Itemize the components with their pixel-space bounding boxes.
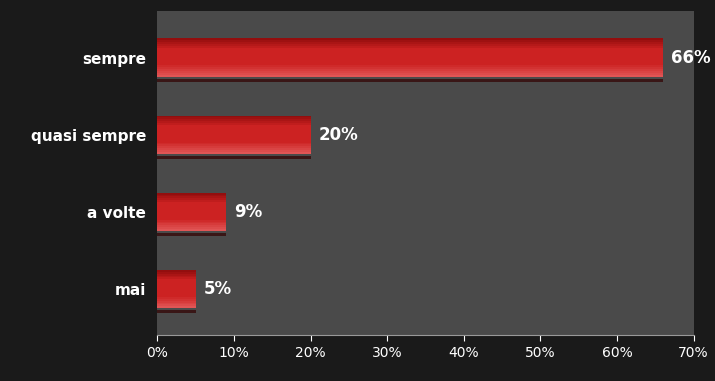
Bar	[157, 144, 310, 146]
Bar	[157, 38, 663, 40]
Bar	[157, 289, 196, 291]
Bar	[157, 216, 226, 218]
Bar	[157, 212, 226, 214]
Bar	[157, 133, 310, 135]
Bar	[157, 204, 226, 206]
Bar	[157, 62, 663, 64]
Bar	[157, 59, 663, 62]
Bar	[157, 42, 663, 44]
Bar	[157, 277, 196, 279]
Bar	[157, 283, 196, 285]
Bar	[157, 221, 226, 224]
Bar	[157, 127, 310, 129]
Bar	[157, 224, 226, 226]
Bar	[157, 148, 310, 150]
Bar	[157, 152, 310, 154]
Bar	[157, 226, 226, 227]
Bar	[157, 299, 196, 301]
Bar	[157, 208, 226, 210]
Bar	[157, 44, 663, 46]
Bar	[157, 123, 310, 125]
Bar	[157, 141, 310, 142]
Bar	[157, 155, 310, 159]
Bar	[157, 71, 663, 73]
Bar	[157, 58, 663, 59]
Bar	[157, 199, 226, 200]
Bar	[157, 195, 226, 197]
Bar	[157, 304, 196, 306]
Bar	[157, 272, 196, 274]
Bar	[157, 301, 196, 303]
Bar	[157, 197, 226, 199]
Bar	[157, 135, 310, 137]
Bar	[157, 193, 226, 195]
Bar	[157, 233, 226, 236]
Bar	[157, 56, 663, 58]
Bar	[157, 119, 310, 121]
Bar	[157, 52, 663, 54]
Bar	[157, 131, 310, 133]
Bar	[157, 202, 226, 204]
Bar	[157, 270, 196, 272]
Bar	[157, 285, 196, 287]
Bar	[157, 206, 226, 208]
Bar	[157, 48, 663, 50]
Text: 9%: 9%	[234, 203, 262, 221]
Bar	[157, 210, 226, 212]
Bar	[157, 78, 663, 82]
Bar	[157, 200, 226, 202]
Bar	[157, 67, 663, 69]
Bar	[157, 295, 196, 297]
Bar	[157, 303, 196, 304]
Bar	[157, 291, 196, 293]
Bar	[157, 66, 663, 67]
Bar	[157, 69, 663, 71]
Bar	[157, 75, 663, 77]
Bar	[157, 227, 226, 229]
Bar	[157, 293, 196, 295]
Bar	[157, 117, 310, 119]
Bar	[157, 139, 310, 141]
Bar	[157, 64, 663, 66]
Bar	[157, 287, 196, 289]
Bar	[157, 150, 310, 152]
Bar	[157, 46, 663, 48]
Bar	[157, 218, 226, 219]
Bar	[157, 146, 310, 148]
Bar	[157, 50, 663, 52]
Bar	[157, 115, 310, 117]
Bar	[157, 137, 310, 139]
Bar	[157, 306, 196, 308]
Bar	[157, 40, 663, 42]
Bar	[157, 129, 310, 131]
Bar	[157, 229, 226, 231]
Bar	[157, 310, 196, 313]
Bar	[157, 125, 310, 127]
Bar	[157, 275, 196, 277]
Bar	[157, 281, 196, 283]
Bar	[157, 73, 663, 75]
Text: 66%: 66%	[671, 49, 710, 67]
Text: 20%: 20%	[318, 126, 358, 144]
Bar	[157, 214, 226, 216]
Bar	[157, 274, 196, 275]
Bar	[157, 121, 310, 123]
Bar	[157, 142, 310, 144]
Bar	[157, 54, 663, 56]
Bar	[157, 297, 196, 299]
Text: 5%: 5%	[203, 280, 232, 298]
Bar	[157, 279, 196, 281]
Bar	[157, 219, 226, 221]
